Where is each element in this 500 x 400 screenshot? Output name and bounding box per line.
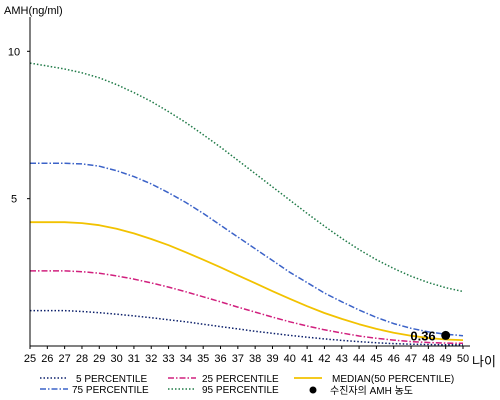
x-tick-label: 38 — [249, 353, 261, 365]
series-line-95-percentile — [29, 62, 464, 293]
x-tick-label: 32 — [145, 353, 157, 365]
x-tick-label: 33 — [162, 353, 174, 365]
x-tick-label: 34 — [180, 353, 192, 365]
x-tick-label: 39 — [266, 353, 278, 365]
y-tick-label: 5 — [11, 194, 17, 206]
x-tick-label: 44 — [353, 353, 365, 365]
x-tick-label: 26 — [41, 353, 53, 365]
x-tick-label: 31 — [128, 353, 140, 365]
y-ticks: 5 10 — [8, 46, 30, 206]
x-tick-label: 40 — [284, 353, 296, 365]
x-tick-label: 29 — [93, 353, 105, 365]
x-tick-label: 35 — [197, 353, 209, 365]
legend-label-patient-amh: 수진자의 AMH 농도 — [330, 385, 413, 397]
x-tick-label: 28 — [76, 353, 88, 365]
x-tick-label: 46 — [388, 353, 400, 365]
series-line-5-percentile — [30, 309, 463, 346]
legend-label-25-percentile: 25 PERCENTILE — [202, 374, 279, 385]
legend-swatch-patient-amh — [309, 386, 317, 394]
x-tick-label: 47 — [405, 353, 417, 365]
x-tick-label: 48 — [422, 353, 434, 365]
x-tick-label: 50 — [457, 353, 469, 365]
y-axis-title: AMH(ng/ml) — [4, 5, 63, 17]
plot-lines — [29, 62, 464, 346]
x-tick-label: 25 — [24, 353, 36, 365]
x-tick-label: 43 — [336, 353, 348, 365]
x-tick-label: 27 — [59, 353, 71, 365]
x-ticks: 25 26 27 28 29 30 31 32 33 34 35 36 37 38 39 40 41 42 43 44… — [24, 346, 469, 365]
x-tick-label: 42 — [318, 353, 330, 365]
y-tick-label: 10 — [8, 46, 20, 58]
legend-label-95-percentile: 95 PERCENTILE — [202, 385, 279, 396]
x-tick-label: 49 — [440, 353, 452, 365]
x-tick-label: 30 — [110, 353, 122, 365]
series-line-median-50-percentile — [30, 221, 464, 341]
series-line-75-percentile — [30, 162, 464, 337]
marker-layer: 0.36 — [410, 328, 451, 343]
x-tick-label: 45 — [370, 353, 382, 365]
x-axis-title: 나이 — [472, 354, 496, 369]
x-tick-label: 37 — [232, 353, 244, 365]
legend: 5 PERCENTILE 25 PERCENTILE MEDIAN(50 PERCE… — [40, 374, 454, 397]
legend-label-5-percentile: 5 PERCENTILE — [76, 374, 147, 385]
x-tick-label: 41 — [301, 353, 313, 365]
patient-amh-marker — [441, 330, 451, 340]
x-tick-label: 36 — [214, 353, 226, 365]
legend-label-median-50-percentile: MEDIAN(50 PERCENTILE) — [332, 374, 454, 385]
patient-amh-value-label: 0.36 — [410, 328, 435, 343]
series-line-25-percentile — [30, 270, 464, 345]
legend-label-75-percentile: 75 PERCENTILE — [72, 385, 149, 396]
